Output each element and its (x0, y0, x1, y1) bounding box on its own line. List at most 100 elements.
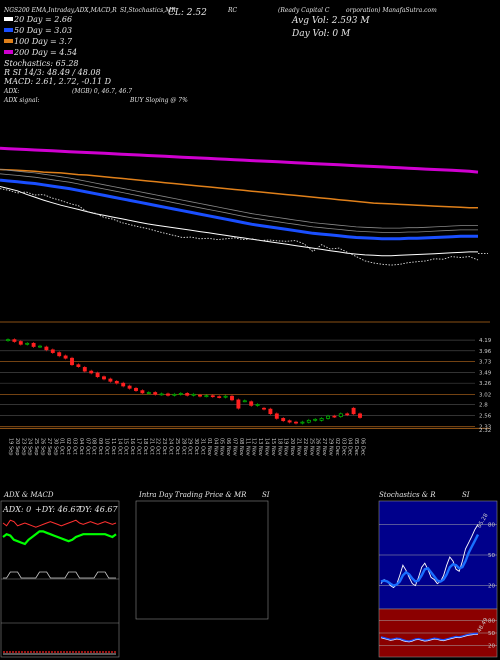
rsi-y-tick: 50 (488, 631, 495, 637)
x-tick-label: 11 Oct (110, 438, 116, 455)
candle-body (70, 357, 74, 366)
candle-body (217, 396, 222, 398)
candle-body (223, 395, 228, 398)
adx-panel-title: ADX & MACD (3, 491, 54, 499)
x-tick-label: 31 Oct (200, 438, 206, 455)
x-tick-label: 04 Nov (212, 438, 218, 456)
x-tick-label: 14 Oct (116, 438, 122, 455)
candle-body (95, 372, 100, 378)
x-tick-label: 19 Sep (8, 438, 14, 455)
x-tick-label: 02 Dec (334, 438, 340, 456)
x-tick-label: 08 Nov (238, 438, 244, 456)
candle-body (281, 418, 286, 422)
rsi-signal-line (380, 634, 479, 643)
x-tick-label: 09 Oct (97, 438, 103, 455)
ema200-swatch (4, 50, 13, 54)
ema50-label: 50 Day = 3.03 (14, 26, 72, 35)
x-tick-label: 26 Sep (40, 438, 46, 455)
x-tick-label: 22 Oct (155, 438, 161, 455)
candle-body (57, 352, 62, 357)
candle-y-tick: 3.02 (479, 392, 491, 398)
rsi-value: R SI 14/3: 48.49 / 48.08 (3, 68, 101, 77)
candle-body (210, 395, 215, 398)
close-price-line (0, 188, 479, 266)
x-tick-label: 24 Sep (27, 438, 33, 455)
candle-body (185, 393, 190, 396)
candle-y-tick: 3.73 (479, 359, 492, 365)
candle-body (262, 407, 266, 410)
plus-di-line (2, 530, 117, 546)
x-tick-label: 18 Oct (142, 438, 148, 455)
candle-y-tick: 3.96 (479, 349, 492, 355)
x-tick-label: 14 Nov (264, 438, 270, 456)
x-tick-label: 11 Nov (244, 438, 250, 456)
candle-y-tick: 2.56 (479, 414, 492, 420)
candle-body (153, 392, 158, 395)
candle-body (358, 413, 362, 418)
x-tick-label: 21 Oct (148, 438, 154, 455)
x-tick-label: 06 Dec (360, 438, 366, 456)
x-tick-label: 13 Nov (257, 438, 263, 456)
macd-value: MACD: 2.61, 2.72, -0.11 D (3, 77, 112, 86)
candle-y-axis: 4.19 3.96 3.73 3.49 3.26 3.02 2.8 2.56 2.332.32 (479, 338, 492, 434)
adx-line (3, 571, 116, 579)
x-tick-label: 07 Nov (232, 438, 238, 456)
x-tick-label: 01 Oct (59, 438, 65, 455)
x-tick-label: 04 Oct (78, 438, 84, 455)
x-tick-label: 03 Dec (340, 438, 346, 456)
ema-line-100-day (0, 168, 478, 209)
candle-body (274, 413, 279, 419)
x-tick-label: 23 Sep (20, 438, 26, 455)
intraday-panel-title: Intra Day Trading Price & MR (138, 491, 247, 499)
x-tick-label: 22 Nov (302, 438, 308, 456)
x-tick-label: 04 Dec (347, 438, 353, 456)
intraday-panel-si: SI (262, 491, 270, 499)
x-tick-label: 27 Sep (46, 438, 52, 455)
candle-body (146, 392, 151, 394)
day-volume: Day Vol: 0 M (291, 29, 351, 39)
candle-body (255, 404, 260, 406)
candle-y-tick: 2.33 (479, 424, 492, 430)
candle-body (6, 339, 10, 341)
x-tick-label: 19 Nov (283, 438, 289, 456)
avg-volume: Avg Vol: 2.593 M (291, 16, 370, 26)
stoch-y-tick: 20 (488, 584, 495, 590)
candle-body (198, 394, 202, 397)
candle-body (294, 421, 298, 424)
header-company: (Ready Capital C (278, 7, 330, 14)
x-tick-label: 18 Nov (276, 438, 282, 456)
x-tick-label: 20 Sep (14, 438, 20, 455)
stoch-panel-si: SI (462, 491, 470, 499)
candle-body (134, 387, 138, 391)
candle-body (31, 342, 36, 347)
ema50-swatch (4, 28, 13, 32)
candle-body (102, 376, 106, 380)
candle-body (236, 399, 241, 409)
x-tick-label: 25 Oct (174, 438, 180, 455)
ema20-swatch (4, 17, 13, 21)
adx-values: (MGB) 0, 46.7, 46.7 (72, 88, 132, 95)
x-tick-label: 29 Nov (328, 438, 334, 456)
x-tick-label: 29 Oct (187, 438, 193, 455)
candle-body (332, 415, 337, 418)
candle-body (38, 345, 42, 348)
x-tick-label: 03 Oct (72, 438, 78, 455)
x-tick-label: 10 Oct (104, 438, 110, 455)
x-tick-label: 24 Oct (168, 438, 174, 455)
candle-body (319, 418, 324, 421)
stochastics-value: Stochastics: 65.28 (4, 59, 79, 68)
rsi-y-tick: 80 (488, 618, 495, 624)
ema-chart (0, 146, 488, 266)
stoch-y-tick: 80 (488, 522, 495, 528)
ema100-swatch (4, 39, 13, 43)
plus-di-label: +DY: 46.67 (35, 505, 81, 514)
x-tick-label: 27 Nov (321, 438, 327, 456)
x-tick-label: 15 Oct (123, 438, 129, 455)
candle-body (230, 395, 234, 401)
x-tick-label: 08 Oct (91, 438, 97, 455)
candle-body (140, 390, 145, 394)
candle-body (172, 393, 177, 396)
candle-y-tick: 3.26 (479, 381, 492, 387)
candle-body (338, 413, 343, 417)
